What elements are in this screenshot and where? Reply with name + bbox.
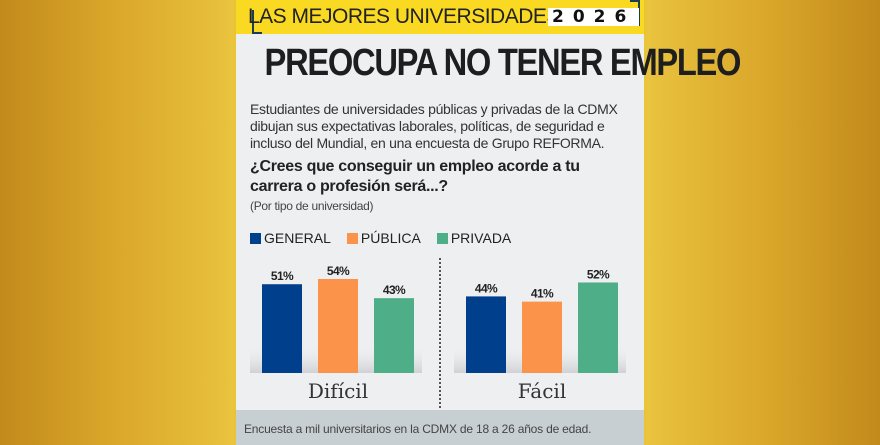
section-banner: LAS MEJORES UNIVERSIDADES 2026 xyxy=(236,0,644,34)
data-label: 52% xyxy=(587,267,610,281)
chart-title: ¿Crees que conseguir un empleo acorde a … xyxy=(250,158,580,195)
headline: PREOCUPA NO TENER EMPLEO xyxy=(264,42,742,84)
banner-title: LAS MEJORES UNIVERSIDADES xyxy=(248,5,560,28)
bar-chart: 51% 54% 43% Difícil 44% 41% 52% Fácil xyxy=(250,264,626,403)
footer-bar: Encuesta a mil universitarios en la CDMX… xyxy=(236,410,644,445)
legend-swatch-general xyxy=(250,232,261,244)
bar-publica-1 xyxy=(522,301,562,373)
footer-note: Encuesta a mil universitarios en la CDMX… xyxy=(244,422,592,436)
legend-label-privada: PRIVADA xyxy=(450,230,512,246)
bar-privada-1 xyxy=(578,282,618,373)
chart-subtitle: (Por tipo de universidad) xyxy=(250,199,374,213)
data-label: 54% xyxy=(327,264,350,278)
legend-label-publica: PÚBLICA xyxy=(360,230,421,246)
category-label: Difícil xyxy=(308,379,368,403)
legend-swatch-publica xyxy=(346,232,358,244)
legend-swatch-privada xyxy=(436,232,448,244)
banner-year: 2026 xyxy=(548,8,640,26)
category-label: Fácil xyxy=(518,379,566,403)
corner-bracket-left xyxy=(252,10,262,34)
group-divider xyxy=(439,258,441,408)
legend-item-privada: PRIVADA xyxy=(436,230,512,246)
data-label: 41% xyxy=(531,287,554,301)
bar-publica-0 xyxy=(318,279,358,373)
data-label: 44% xyxy=(475,281,498,295)
card-border-left xyxy=(234,0,237,445)
legend-item-general: GENERAL xyxy=(250,230,331,246)
infographic-card: LAS MEJORES UNIVERSIDADES 2026 PREOCUPA … xyxy=(236,0,742,445)
legend-item-publica: PÚBLICA xyxy=(346,230,421,246)
legend: GENERAL PÚBLICA PRIVADA xyxy=(250,230,511,246)
intro-text: Estudiantes de universidades públicas y … xyxy=(250,101,618,151)
data-label: 43% xyxy=(383,283,406,297)
bar-privada-0 xyxy=(374,298,414,373)
card-border-right xyxy=(643,0,646,445)
bar-general-1 xyxy=(466,296,506,373)
data-label: 51% xyxy=(271,269,294,283)
bar-general-0 xyxy=(262,284,302,373)
legend-label-general: GENERAL xyxy=(264,230,331,246)
